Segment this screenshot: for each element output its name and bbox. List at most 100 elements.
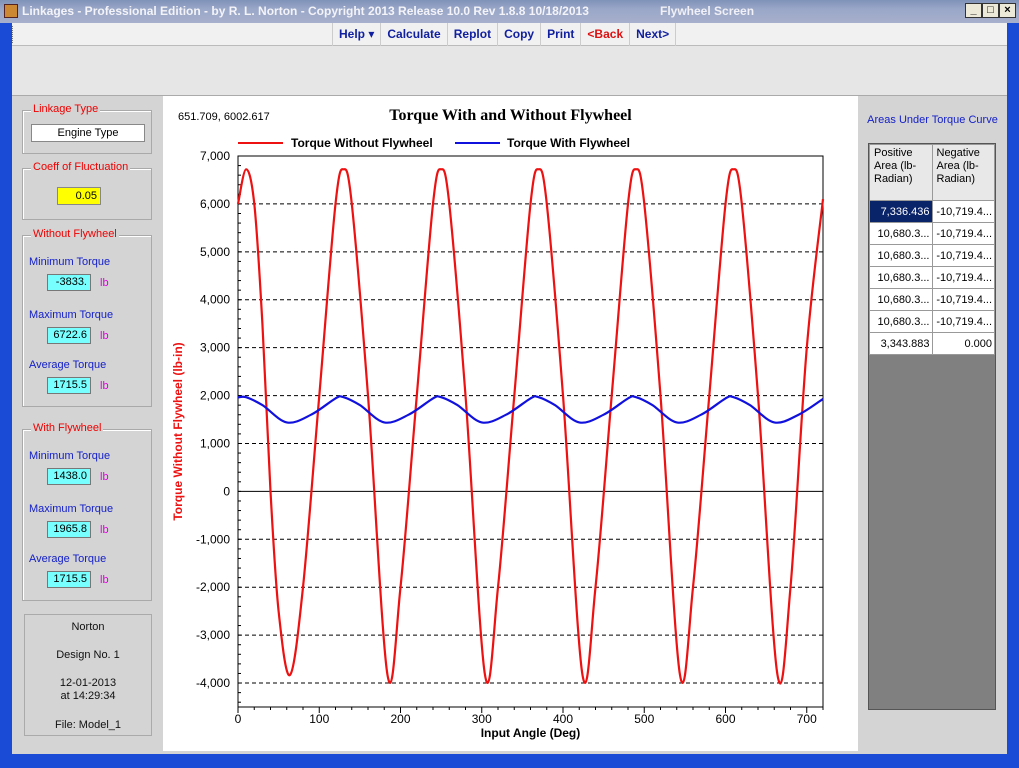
without-flywheel-caption: Without Flywheel [31, 228, 119, 240]
minimize-button[interactable]: _ [965, 3, 982, 18]
table-row[interactable]: 3,343.883 0.000 [869, 332, 995, 355]
copy-button[interactable]: Copy [497, 23, 540, 46]
plot-area [237, 155, 824, 708]
right-panel: Areas Under Torque Curve Positive Area (… [858, 96, 1007, 754]
positive-area-cell[interactable]: 10,680.3... [869, 222, 933, 245]
table-row[interactable]: 10,680.3... -10,719.4... [869, 244, 995, 267]
y-tick-label: -1,000 [196, 532, 230, 546]
x-tick-label: 0 [235, 712, 242, 726]
maximize-button[interactable]: □ [982, 3, 999, 18]
w-max-torque-unit: lb [100, 524, 109, 536]
y-axis-label: Torque Without Flywheel (lb-in) [171, 342, 185, 520]
series-line-without-flywheel [236, 168, 825, 685]
negative-area-cell[interactable]: -10,719.4... [931, 222, 995, 245]
areas-grid[interactable]: Positive Area (lb-Radian) Negative Area … [868, 143, 996, 710]
w-avg-torque-unit: lb [100, 574, 109, 586]
x-tick-label: 300 [472, 712, 492, 726]
w-avg-torque-value: 1715.5 [47, 571, 91, 588]
positive-area-cell[interactable]: 10,680.3... [869, 288, 933, 311]
table-row[interactable]: 7,336.436 -10,719.4... [869, 200, 995, 223]
table-row[interactable]: 10,680.3... -10,719.4... [869, 266, 995, 289]
y-tick-label: 5,000 [200, 245, 230, 259]
positive-area-cell[interactable]: 10,680.3... [869, 310, 933, 333]
cursor-readout: 651.709, 6002.617 [178, 111, 270, 123]
screen-name: Flywheel Screen [660, 4, 755, 18]
negative-area-cell[interactable]: -10,719.4... [931, 288, 995, 311]
wo-avg-torque-label: Average Torque [29, 359, 107, 371]
y-tick-label: 1,000 [200, 436, 230, 450]
positive-area-cell[interactable]: 7,336.436 [869, 200, 933, 223]
design-info-box: Norton Design No. 1 12-01-2013 at 14:29:… [24, 614, 152, 736]
linkage-type-caption: Linkage Type [31, 103, 101, 115]
without-flywheel-group: Without Flywheel Minimum Torque -3833. l… [22, 228, 152, 407]
y-tick-label: -4,000 [196, 676, 230, 690]
coeff-fluctuation-input[interactable]: 0.05 [57, 187, 101, 205]
y-tick-label: -3,000 [196, 628, 230, 642]
positive-area-header[interactable]: Positive Area (lb-Radian) [869, 144, 933, 201]
w-max-torque-label: Maximum Torque [29, 503, 114, 515]
wo-min-torque-unit: lb [100, 277, 109, 289]
table-row[interactable]: 10,680.3... -10,719.4... [869, 310, 995, 333]
title-bar: Linkages - Professional Edition - by R. … [0, 0, 1019, 23]
x-tick-label: 500 [634, 712, 654, 726]
negative-area-cell[interactable]: -10,719.4... [931, 266, 995, 289]
wo-avg-torque-unit: lb [100, 380, 109, 392]
replot-button[interactable]: Replot [446, 23, 497, 46]
info-design: Design No. 1 [56, 649, 120, 661]
print-button[interactable]: Print [540, 23, 580, 46]
wo-min-torque-label: Minimum Torque [29, 256, 111, 268]
x-tick-label: 700 [797, 712, 817, 726]
tool-strip [12, 46, 1007, 96]
negative-area-cell[interactable]: -10,719.4... [931, 244, 995, 267]
w-avg-torque-label: Average Torque [29, 553, 107, 565]
table-row[interactable]: 10,680.3... -10,719.4... [869, 222, 995, 245]
wo-max-torque-value: 6722.6 [47, 327, 91, 344]
calculate-button[interactable]: Calculate [380, 23, 446, 46]
areas-table: Positive Area (lb-Radian) Negative Area … [869, 144, 995, 355]
chart-title: Torque With and Without Flywheel [389, 107, 632, 124]
toolbar-grip[interactable] [12, 26, 15, 43]
negative-area-cell[interactable]: -10,719.4... [931, 200, 995, 223]
back-button[interactable]: <Back [580, 23, 629, 46]
coeff-fluctuation-caption: Coeff of Fluctuation [31, 161, 131, 173]
w-min-torque-label: Minimum Torque [29, 450, 111, 462]
positive-area-cell[interactable]: 10,680.3... [869, 266, 933, 289]
info-date: 12-01-2013 [59, 677, 117, 689]
help-menu[interactable]: Help ▾ [332, 23, 380, 46]
positive-area-cell[interactable]: 3,343.883 [869, 332, 933, 355]
negative-area-cell[interactable]: -10,719.4... [931, 310, 995, 333]
negative-area-cell[interactable]: 0.000 [931, 332, 995, 355]
linkage-type-group: Linkage Type Engine Type [22, 103, 152, 154]
y-tick-label: 4,000 [200, 293, 230, 307]
next-button[interactable]: Next> [629, 23, 677, 46]
y-tick-label: -2,000 [196, 580, 230, 594]
x-tick-label: 400 [553, 712, 573, 726]
areas-title: Areas Under Torque Curve [867, 114, 998, 126]
coeff-fluctuation-group: Coeff of Fluctuation 0.05 [22, 161, 152, 220]
app-icon [4, 4, 18, 18]
w-min-torque-unit: lb [100, 471, 109, 483]
window-title: Linkages - Professional Edition - by R. … [22, 4, 589, 18]
with-flywheel-group: With Flywheel Minimum Torque 1438.0 lb M… [22, 422, 152, 601]
info-file: File: Model_1 [54, 719, 122, 731]
y-tick-label: 7,000 [200, 149, 230, 163]
y-tick-label: 6,000 [200, 197, 230, 211]
chart-panel[interactable]: 651.709, 6002.617 Torque With and Withou… [163, 96, 858, 751]
legend-label: Torque Without Flywheel [291, 136, 433, 150]
y-tick-label: 0 [223, 484, 230, 498]
w-min-torque-value: 1438.0 [47, 468, 91, 485]
menu-bar: Help ▾ Calculate Replot Copy Print <Back… [12, 23, 1007, 46]
wo-max-torque-unit: lb [100, 330, 109, 342]
negative-area-header[interactable]: Negative Area (lb-Radian) [931, 144, 995, 201]
info-author: Norton [71, 621, 105, 633]
table-row[interactable]: 10,680.3... -10,719.4... [869, 288, 995, 311]
linkage-type-field: Engine Type [31, 124, 145, 142]
positive-area-cell[interactable]: 10,680.3... [869, 244, 933, 267]
y-tick-label: 3,000 [200, 341, 230, 355]
y-tick-label: 2,000 [200, 389, 230, 403]
w-max-torque-value: 1965.8 [47, 521, 91, 538]
legend-label: Torque With Flywheel [507, 136, 630, 150]
x-axis-label: Input Angle (Deg) [481, 726, 581, 740]
close-button[interactable]: × [999, 3, 1016, 18]
torque-chart[interactable]: -4,000 -3,000 -2,000 -1,000 0 1,000 2,000 3,000… [163, 96, 858, 751]
